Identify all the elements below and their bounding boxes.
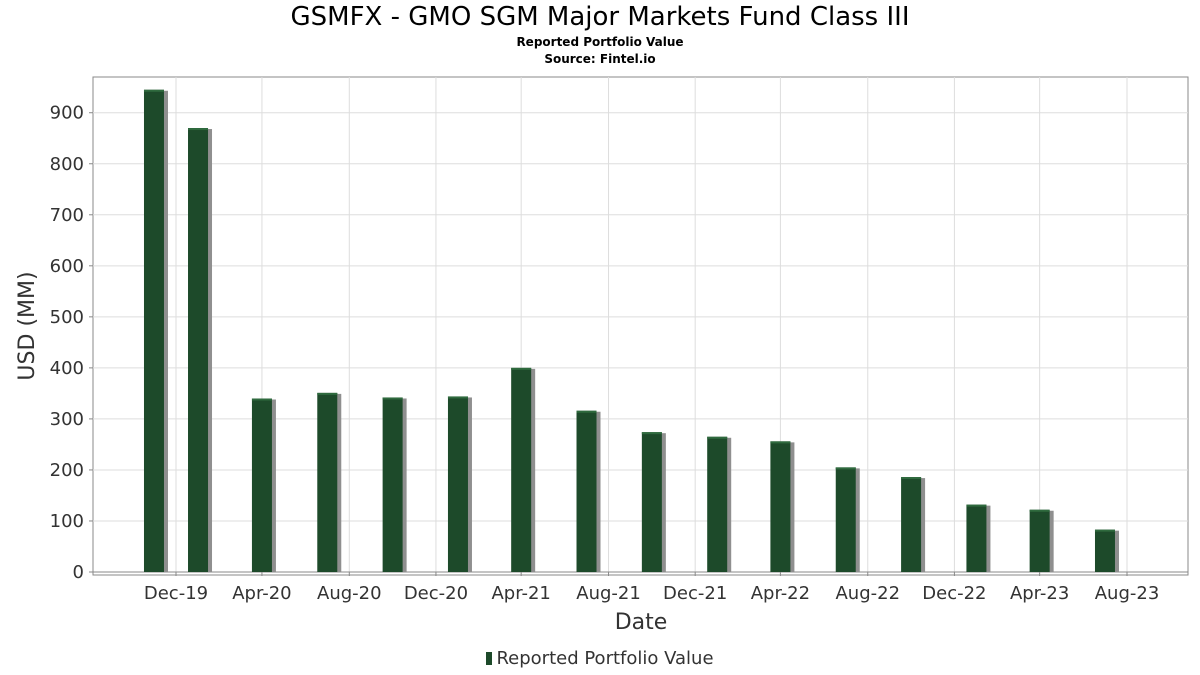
y-tick-label: 900 bbox=[50, 103, 84, 124]
bar-highlight bbox=[188, 128, 209, 131]
y-tick-label: 700 bbox=[50, 205, 84, 226]
y-tick-label: 800 bbox=[50, 154, 84, 175]
bar bbox=[317, 392, 338, 572]
bars bbox=[143, 89, 1119, 573]
bar bbox=[901, 477, 922, 572]
bar-highlight bbox=[576, 410, 597, 413]
bar-highlight bbox=[317, 392, 338, 395]
bar-highlight bbox=[1029, 509, 1050, 512]
bar-highlight bbox=[641, 432, 662, 435]
y-tick-label: 200 bbox=[50, 460, 84, 481]
bar bbox=[770, 441, 791, 572]
bar bbox=[251, 398, 272, 572]
bar-highlight bbox=[966, 504, 987, 507]
x-tick-label: Aug-20 bbox=[317, 583, 382, 604]
bar-highlight bbox=[143, 89, 164, 92]
bar-highlight bbox=[1094, 529, 1115, 532]
chart-source: Source: Fintel.io bbox=[544, 52, 656, 66]
x-tick-label: Dec-20 bbox=[404, 583, 468, 604]
bar-highlight bbox=[707, 436, 728, 439]
chart-subtitle: Reported Portfolio Value bbox=[516, 35, 684, 49]
bar-highlight bbox=[447, 396, 468, 399]
y-tick-label: 0 bbox=[73, 562, 84, 583]
bar bbox=[1029, 509, 1050, 572]
y-tick-label: 500 bbox=[50, 307, 84, 328]
x-tick-label: Dec-19 bbox=[144, 583, 208, 604]
y-tick-label: 100 bbox=[50, 511, 84, 532]
x-tick-label: Apr-20 bbox=[232, 583, 291, 604]
y-tick-label: 400 bbox=[50, 358, 84, 379]
x-tick-label: Dec-22 bbox=[922, 583, 986, 604]
y-axis-ticks: 0 100 200 300 400 500 600 700 800 900 bbox=[50, 103, 93, 583]
y-axis-label: USD (MM) bbox=[15, 271, 40, 380]
bar bbox=[511, 367, 532, 572]
x-axis-ticks: Dec-19 Apr-20 Aug-20 Dec-20 Apr-21 Aug-21 Dec-… bbox=[144, 572, 1159, 604]
x-tick-label: Aug-22 bbox=[835, 583, 900, 604]
bar-highlight bbox=[511, 367, 532, 370]
x-tick-label: Apr-21 bbox=[491, 583, 550, 604]
y-tick-label: 600 bbox=[50, 256, 84, 277]
bar bbox=[707, 436, 728, 572]
bar-highlight bbox=[901, 477, 922, 480]
x-tick-label: Dec-21 bbox=[663, 583, 727, 604]
bar bbox=[576, 410, 597, 572]
bar-highlight bbox=[770, 441, 791, 444]
bar bbox=[188, 128, 209, 572]
bar bbox=[382, 397, 403, 572]
bar bbox=[835, 467, 856, 572]
bar bbox=[143, 89, 164, 573]
x-tick-label: Apr-22 bbox=[751, 583, 810, 604]
bar bbox=[1094, 529, 1115, 572]
bar bbox=[641, 432, 662, 572]
bar-highlight bbox=[382, 397, 403, 400]
legend-swatch bbox=[486, 652, 493, 665]
bar bbox=[966, 504, 987, 572]
x-tick-label: Aug-21 bbox=[576, 583, 641, 604]
bar bbox=[447, 396, 468, 572]
chart-title: GSMFX - GMO SGM Major Markets Fund Class… bbox=[290, 2, 910, 32]
legend-label: Reported Portfolio Value bbox=[496, 648, 714, 669]
bar-highlight bbox=[251, 398, 272, 401]
legend: Reported Portfolio Value bbox=[0, 648, 1200, 669]
x-tick-label: Apr-23 bbox=[1010, 583, 1069, 604]
y-tick-label: 300 bbox=[50, 409, 84, 430]
x-axis-label: Date bbox=[615, 610, 668, 635]
bar-highlight bbox=[835, 467, 856, 470]
x-tick-label: Aug-23 bbox=[1095, 583, 1160, 604]
